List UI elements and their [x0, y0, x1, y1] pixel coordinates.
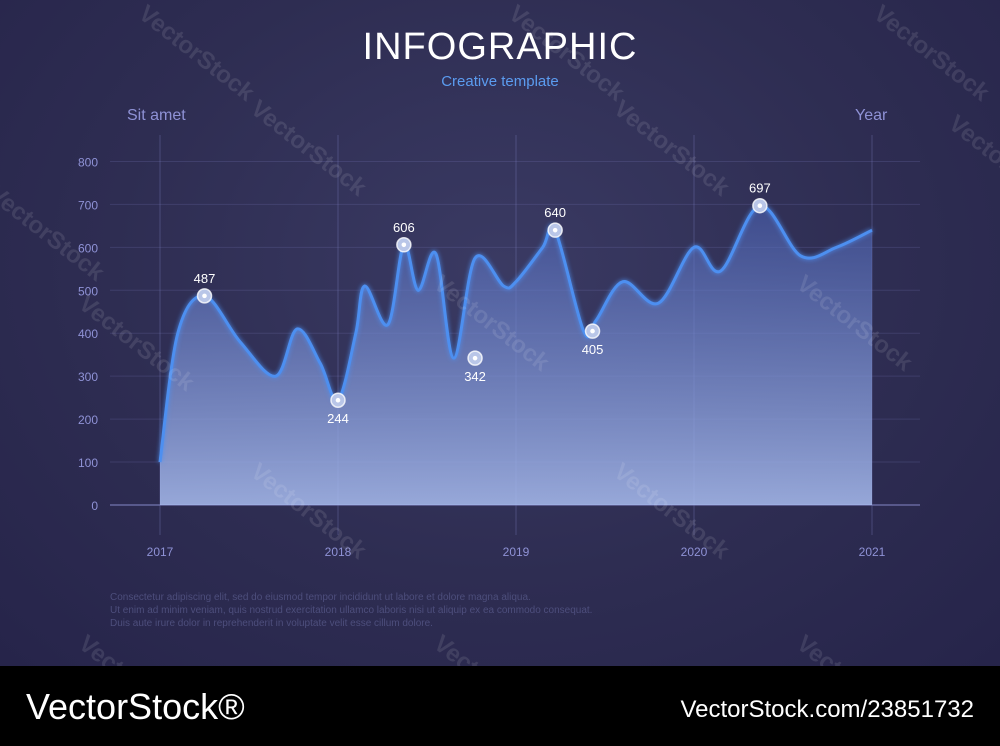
x-tick-label: 2018 — [325, 545, 352, 559]
data-point-dot — [472, 355, 478, 361]
description-line: Consectetur adipiscing elit, sed do eius… — [110, 592, 531, 603]
x-tick-label: 2020 — [681, 545, 708, 559]
data-point-label: 244 — [327, 411, 349, 426]
footer-bar: VectorStock® VectorStock.com/23851732 — [0, 666, 1000, 746]
data-point-label: 342 — [464, 369, 486, 384]
data-point-label: 640 — [544, 205, 566, 220]
y-tick-label: 100 — [78, 456, 98, 470]
page-subtitle: Creative template — [441, 73, 559, 90]
y-tick-label: 600 — [78, 241, 98, 255]
data-point-dot — [757, 203, 763, 208]
infographic-canvas: 0 100 200 300 400 500 600 700 800 2017 2018 2019 20… — [0, 0, 1000, 666]
page-title: INFOGRAPHIC — [362, 26, 638, 68]
data-point-dot — [552, 227, 558, 233]
data-point-label: 405 — [582, 342, 604, 357]
y-axis-title: Sit amet — [127, 107, 186, 124]
data-point-dot — [335, 397, 341, 403]
data-point-label: 606 — [393, 220, 415, 235]
data-markers: 487 244 606 342 640 405 697 — [194, 181, 771, 427]
footer-brand: VectorStock® — [26, 686, 245, 727]
data-point-dot — [590, 328, 595, 334]
data-point-label: 487 — [194, 271, 216, 286]
y-tick-label: 400 — [78, 327, 98, 341]
description-line: Ut enim ad minim veniam, quis nostrud ex… — [110, 605, 593, 616]
series-line — [158, 204, 873, 463]
description-line: Duis aute irure dolor in reprehenderit i… — [110, 618, 433, 629]
y-tick-label: 0 — [91, 499, 98, 513]
data-point-label: 697 — [749, 181, 771, 196]
y-tick-label: 200 — [78, 413, 98, 427]
x-axis-ticks: 2017 2018 2019 2020 2021 — [147, 545, 886, 559]
y-tick-label: 800 — [78, 155, 98, 169]
y-tick-label: 500 — [78, 284, 98, 298]
y-tick-label: 300 — [78, 370, 98, 384]
data-point-dot — [401, 242, 407, 248]
y-tick-label: 700 — [78, 198, 98, 212]
x-tick-label: 2021 — [859, 545, 886, 559]
x-axis-title: Year — [855, 107, 888, 124]
description-text: Consectetur adipiscing elit, sed do eius… — [110, 591, 670, 630]
x-tick-label: 2019 — [503, 545, 530, 559]
x-tick-label: 2017 — [147, 545, 174, 559]
y-axis-ticks: 0 100 200 300 400 500 600 700 800 — [78, 155, 98, 513]
footer-image-id: VectorStock.com/23851732 — [680, 696, 974, 723]
data-point-dot — [202, 293, 207, 299]
area-fill — [160, 205, 872, 505]
